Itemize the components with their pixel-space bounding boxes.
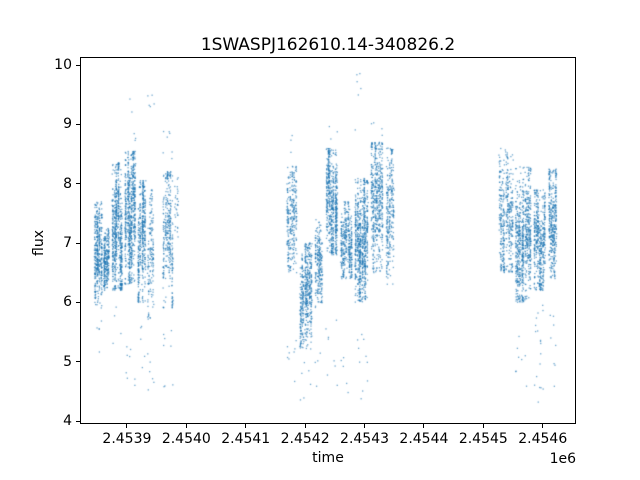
y-tick-label: 7 — [63, 235, 72, 252]
y-tick-label: 8 — [63, 175, 72, 192]
x-tick-mark — [423, 424, 425, 428]
plot-title: 1SWASPJ162610.14-340826.2 — [200, 35, 456, 55]
y-tick-label: 4 — [63, 413, 72, 430]
x-tick-label: 2.4541 — [221, 431, 271, 447]
y-tick-mark — [76, 301, 80, 303]
y-tick-label: 10 — [54, 57, 72, 73]
x-tick-label: 2.4542 — [280, 431, 330, 447]
x-tick-mark — [482, 424, 484, 428]
y-tick-label: 6 — [63, 294, 72, 311]
x-tick-mark — [245, 424, 247, 428]
y-tick-mark — [76, 64, 80, 66]
axes-frame — [80, 57, 576, 424]
x-tick-label: 2.4543 — [340, 431, 390, 447]
y-tick-label: 5 — [63, 353, 72, 370]
x-tick-mark — [542, 424, 544, 428]
x-tick-mark — [364, 424, 366, 428]
x-axis-offset-label: 1e6 — [549, 451, 576, 467]
y-tick-mark — [76, 242, 80, 244]
y-tick-mark — [76, 123, 80, 125]
x-tick-mark — [185, 424, 187, 428]
x-axis-label: time — [312, 450, 344, 466]
x-tick-mark — [126, 424, 128, 428]
x-tick-label: 2.4545 — [458, 431, 508, 447]
y-tick-label: 9 — [63, 116, 72, 133]
y-tick-mark — [76, 183, 80, 185]
x-tick-label: 2.4540 — [161, 431, 211, 447]
x-tick-label: 2.4546 — [518, 431, 568, 447]
x-tick-label: 2.4539 — [102, 431, 152, 447]
x-tick-label: 2.4544 — [399, 431, 449, 447]
y-tick-mark — [76, 361, 80, 363]
x-tick-mark — [304, 424, 306, 428]
y-tick-mark — [76, 420, 80, 422]
